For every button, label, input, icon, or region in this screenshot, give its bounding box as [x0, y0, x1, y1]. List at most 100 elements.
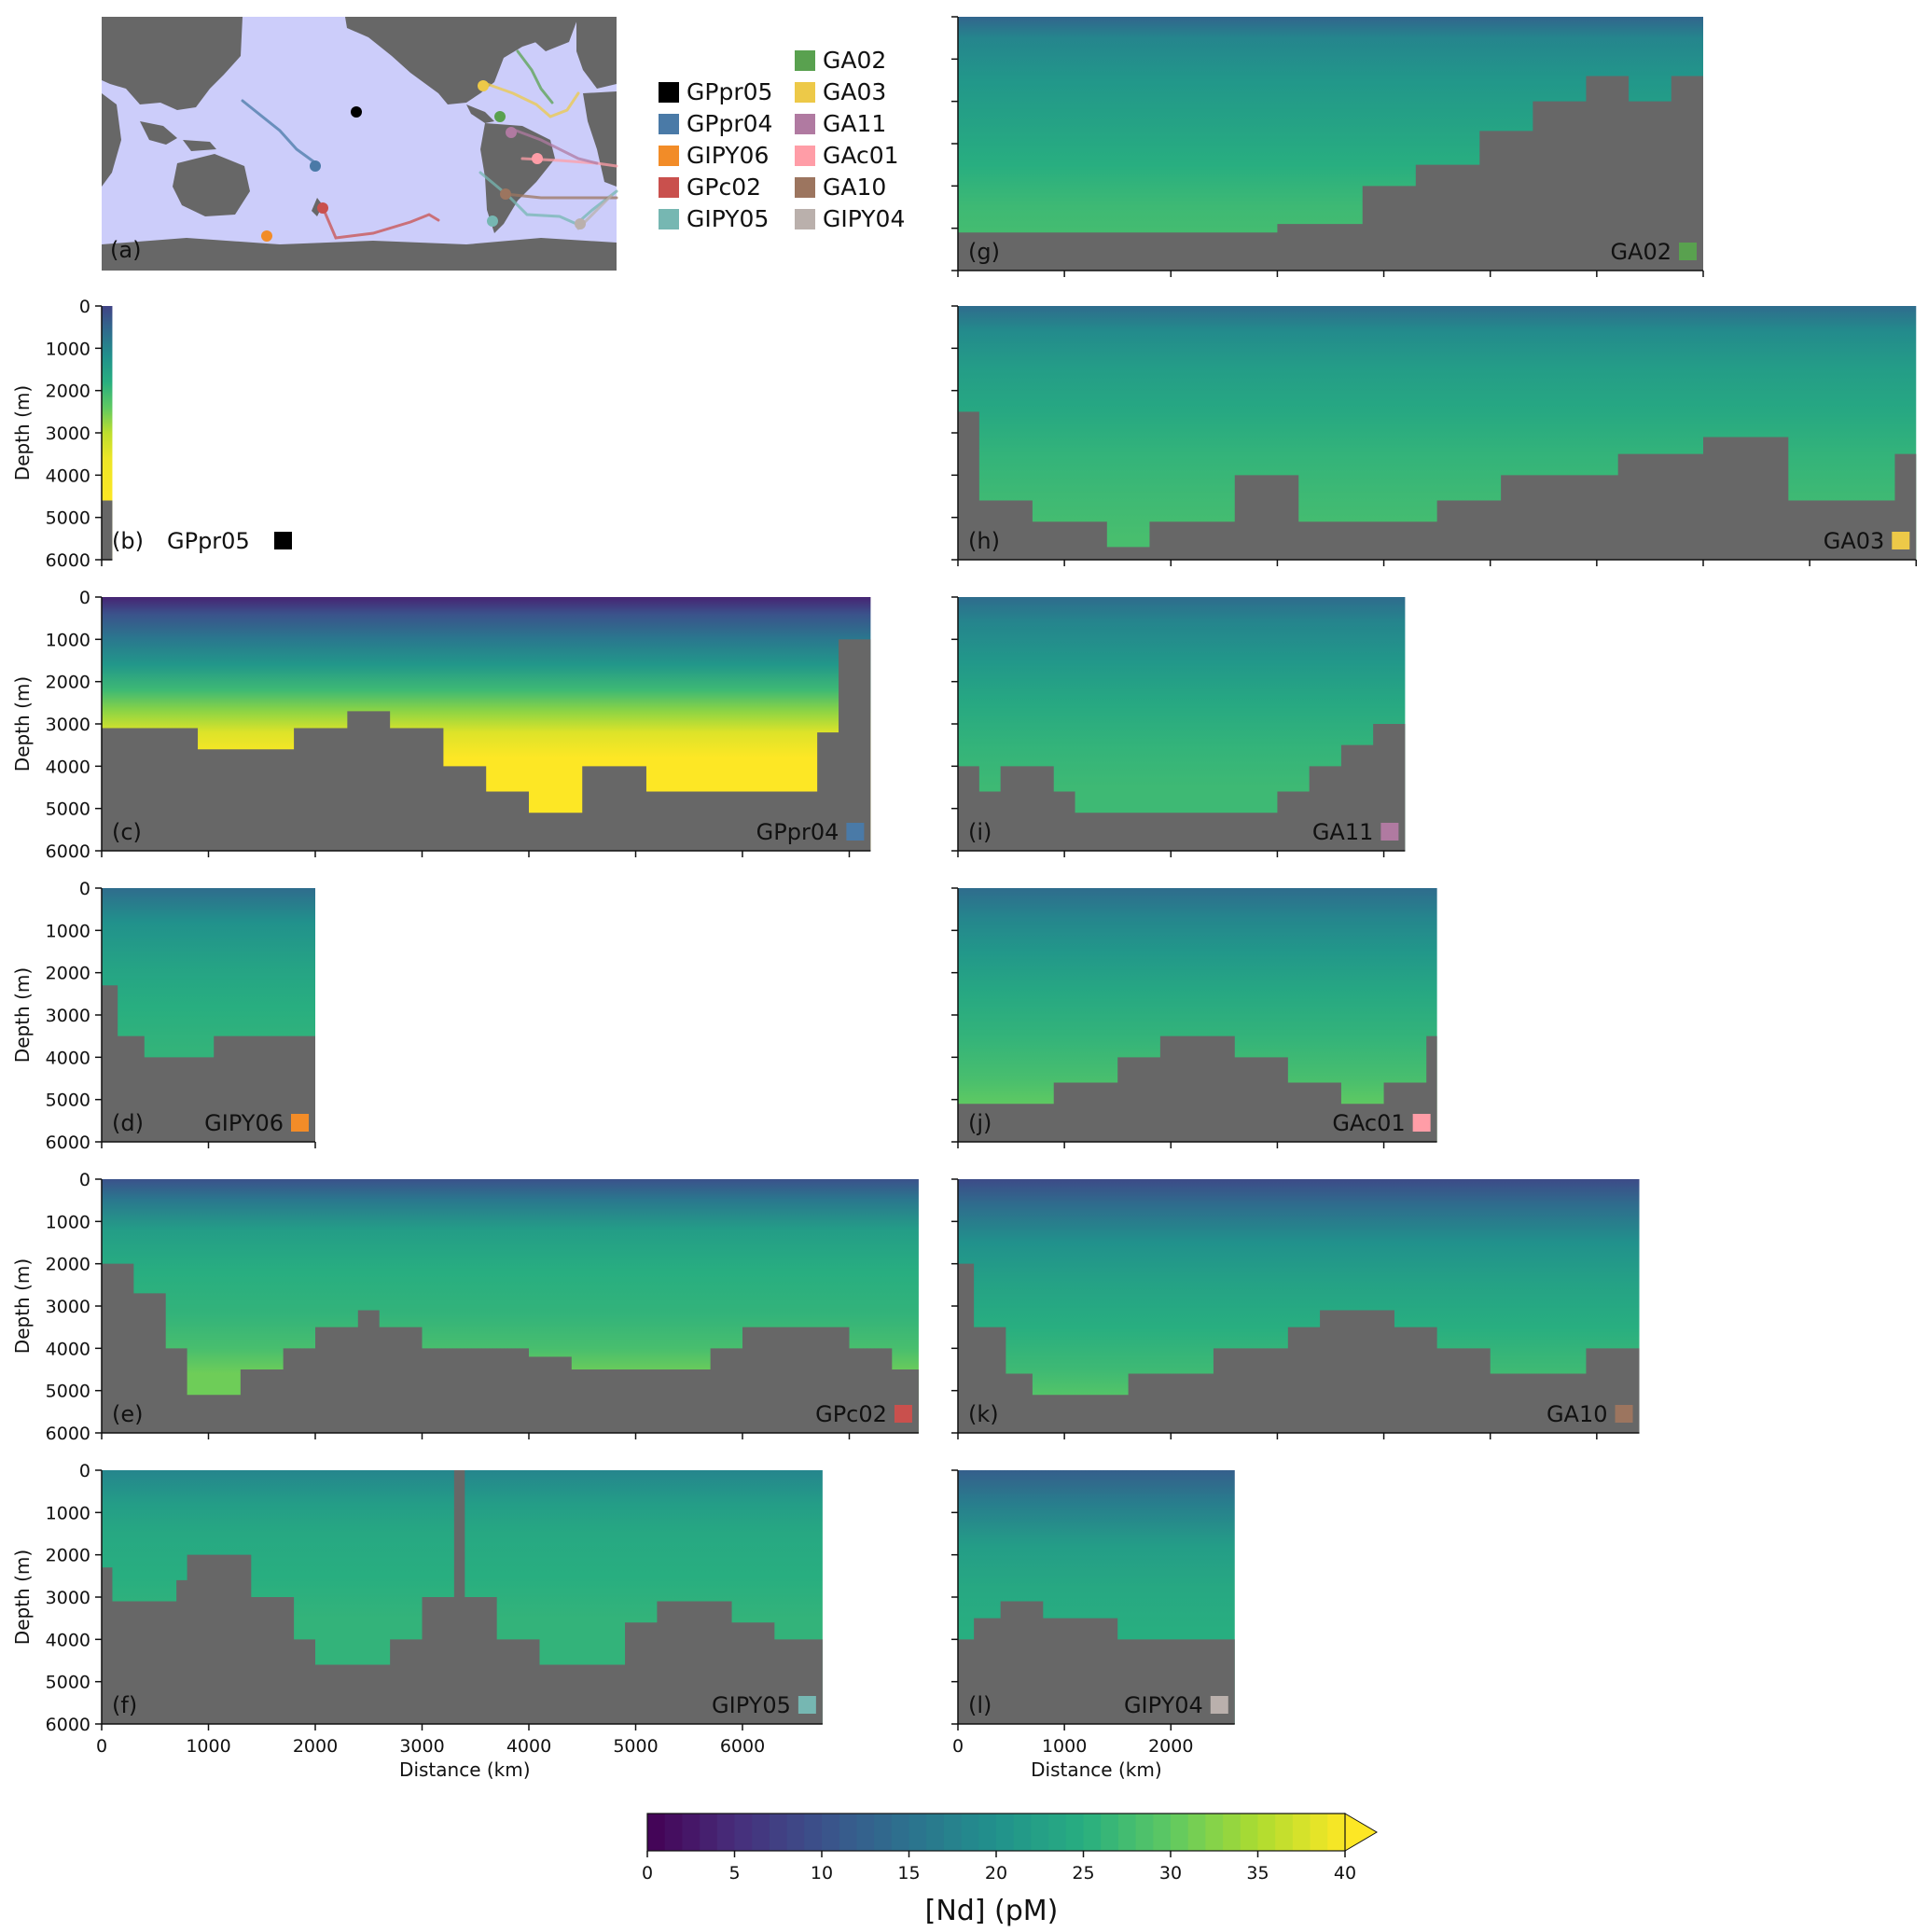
panel-letter: (g) — [968, 239, 1000, 265]
map-land — [102, 17, 617, 271]
section-gac01: (j) GAc01 — [951, 887, 1437, 1148]
colorbar-tick-label: 15 — [897, 1863, 920, 1883]
y-tick-label: 5000 — [46, 799, 90, 820]
y-axis-label: Depth (m) — [11, 385, 34, 480]
colorbar-segment — [1101, 1814, 1119, 1851]
colorbar-segment — [1240, 1814, 1259, 1851]
legend-swatch — [795, 209, 815, 229]
x-tick-label: 4000 — [506, 1736, 551, 1757]
colorbar-segment — [1187, 1814, 1206, 1851]
y-tick-label: 1000 — [46, 339, 90, 359]
seafloor — [958, 29, 1703, 271]
y-tick-label: 2000 — [46, 1255, 90, 1275]
colorbar-segment — [1083, 1814, 1102, 1851]
section-ga10: (k) GA10 — [951, 1178, 1640, 1439]
panel-name: GPpr05 — [167, 528, 250, 554]
colorbar-segment — [978, 1814, 997, 1851]
y-tick-label: 0 — [79, 1461, 90, 1481]
panel-letter: (d) — [112, 1110, 144, 1136]
colorbar-segment — [716, 1814, 736, 1851]
legend-label: GPc02 — [687, 174, 761, 201]
x-tick-label: 1000 — [1042, 1736, 1087, 1757]
panel-color-swatch — [1210, 1696, 1228, 1714]
legend-entry-ga11: GA11 — [795, 110, 886, 137]
x-tick-label: 0 — [96, 1736, 107, 1757]
section-panels: 0 1000 2000 3000 4000 5000 6000 Depth (m) (b) GPp… — [11, 16, 1918, 1781]
y-tick-label: 1000 — [46, 1503, 90, 1523]
panel-color-swatch — [1380, 823, 1399, 841]
y-tick-label: 4000 — [46, 1630, 90, 1650]
colorbar-segment — [1171, 1814, 1189, 1851]
legend-swatch — [659, 114, 679, 134]
legend-entry-gppr05: GPpr05 — [659, 78, 772, 105]
y-tick-label: 0 — [79, 1170, 90, 1190]
y-tick-label: 5000 — [46, 508, 90, 529]
seafloor — [102, 618, 871, 851]
seafloor — [958, 711, 1406, 851]
y-tick-label: 5000 — [46, 1382, 90, 1402]
colorbar-tick-label: 25 — [1072, 1863, 1094, 1883]
panel-letter: (h) — [968, 528, 1000, 554]
seafloor — [102, 1263, 919, 1433]
legend: GPpr05 GPpr04 GIPY06 GPc02 GIPY05 GA02 GA03 GA1… — [659, 47, 905, 232]
colorbar-segment — [1275, 1814, 1294, 1851]
map-panel-letter: (a) — [110, 237, 141, 263]
colorbar-segment — [856, 1814, 875, 1851]
legend-swatch — [795, 177, 815, 198]
x-axis-label-left: Distance (km) — [399, 1758, 530, 1781]
colorbar-segment — [647, 1814, 666, 1851]
x-tick-label: 2000 — [293, 1736, 338, 1757]
seafloor — [102, 1470, 823, 1724]
panel-name: GA03 — [1824, 528, 1885, 554]
y-tick-label: 2000 — [46, 964, 90, 984]
x-tick-label: 1000 — [186, 1736, 230, 1757]
legend-entry-gipy06: GIPY06 — [659, 142, 769, 169]
legend-entry-gpc02: GPc02 — [659, 174, 761, 201]
section-gppr05: 0 1000 2000 3000 4000 5000 6000 Depth (m) (b) GPp… — [11, 297, 292, 571]
y-tick-label: 6000 — [46, 1715, 90, 1735]
y-tick-label: 3000 — [46, 1006, 90, 1026]
panel-letter: (c) — [112, 819, 142, 845]
colorbar-tick-label: 40 — [1334, 1863, 1356, 1883]
panel-name: GPc02 — [815, 1401, 887, 1427]
x-tick-label: 5000 — [613, 1736, 658, 1757]
panel-color-swatch — [1615, 1405, 1633, 1423]
seafloor — [958, 1263, 1640, 1433]
y-tick-label: 1000 — [46, 1212, 90, 1232]
y-tick-label: 0 — [79, 297, 90, 317]
section-ga11: (i) GA11 — [951, 596, 1406, 857]
colorbar-segment — [752, 1814, 770, 1851]
colorbar-segment — [664, 1814, 683, 1851]
colorbar-segment — [1065, 1814, 1085, 1851]
y-tick-label: 3000 — [46, 715, 90, 735]
panel-name: GIPY05 — [712, 1692, 791, 1718]
colorbar-segment — [839, 1814, 857, 1851]
panel-color-swatch — [798, 1696, 816, 1714]
y-tick-label: 3000 — [46, 424, 90, 444]
legend-entry-ga03: GA03 — [795, 78, 886, 105]
panel-name: GA02 — [1610, 239, 1671, 265]
colorbar-segment — [1257, 1814, 1276, 1851]
cruise-tracks — [241, 49, 618, 240]
station-markers — [261, 80, 586, 242]
colorbar-segment — [943, 1814, 963, 1851]
y-tick-label: 4000 — [46, 466, 90, 486]
x-tick-label: 3000 — [399, 1736, 444, 1757]
section-ga03: (h) GA03 — [951, 305, 1918, 566]
y-tick-label: 6000 — [46, 841, 90, 862]
colorbar-tick-label: 20 — [985, 1863, 1007, 1883]
panel-name: GPpr04 — [756, 819, 839, 845]
y-tick-label: 2000 — [46, 382, 90, 402]
x-tick-label: 2000 — [1148, 1736, 1193, 1757]
colorbar-segment — [1205, 1814, 1224, 1851]
colorbar: [Nd] (pM) 0 5 10 15 20 25 30 35 40 — [642, 1813, 1378, 1927]
colorbar-segment — [734, 1814, 753, 1851]
y-tick-label: 0 — [79, 879, 90, 899]
section-gipy06: 0 1000 2000 3000 4000 5000 6000 Depth (m) (d) GIP… — [11, 879, 316, 1153]
panel-letter: (f) — [112, 1692, 137, 1718]
legend-label: GA10 — [823, 174, 886, 201]
seafloor — [958, 411, 1917, 560]
y-tick-label: 3000 — [46, 1297, 90, 1317]
legend-entry-gppr04: GPpr04 — [659, 110, 772, 137]
panel-color-swatch — [1679, 243, 1697, 260]
